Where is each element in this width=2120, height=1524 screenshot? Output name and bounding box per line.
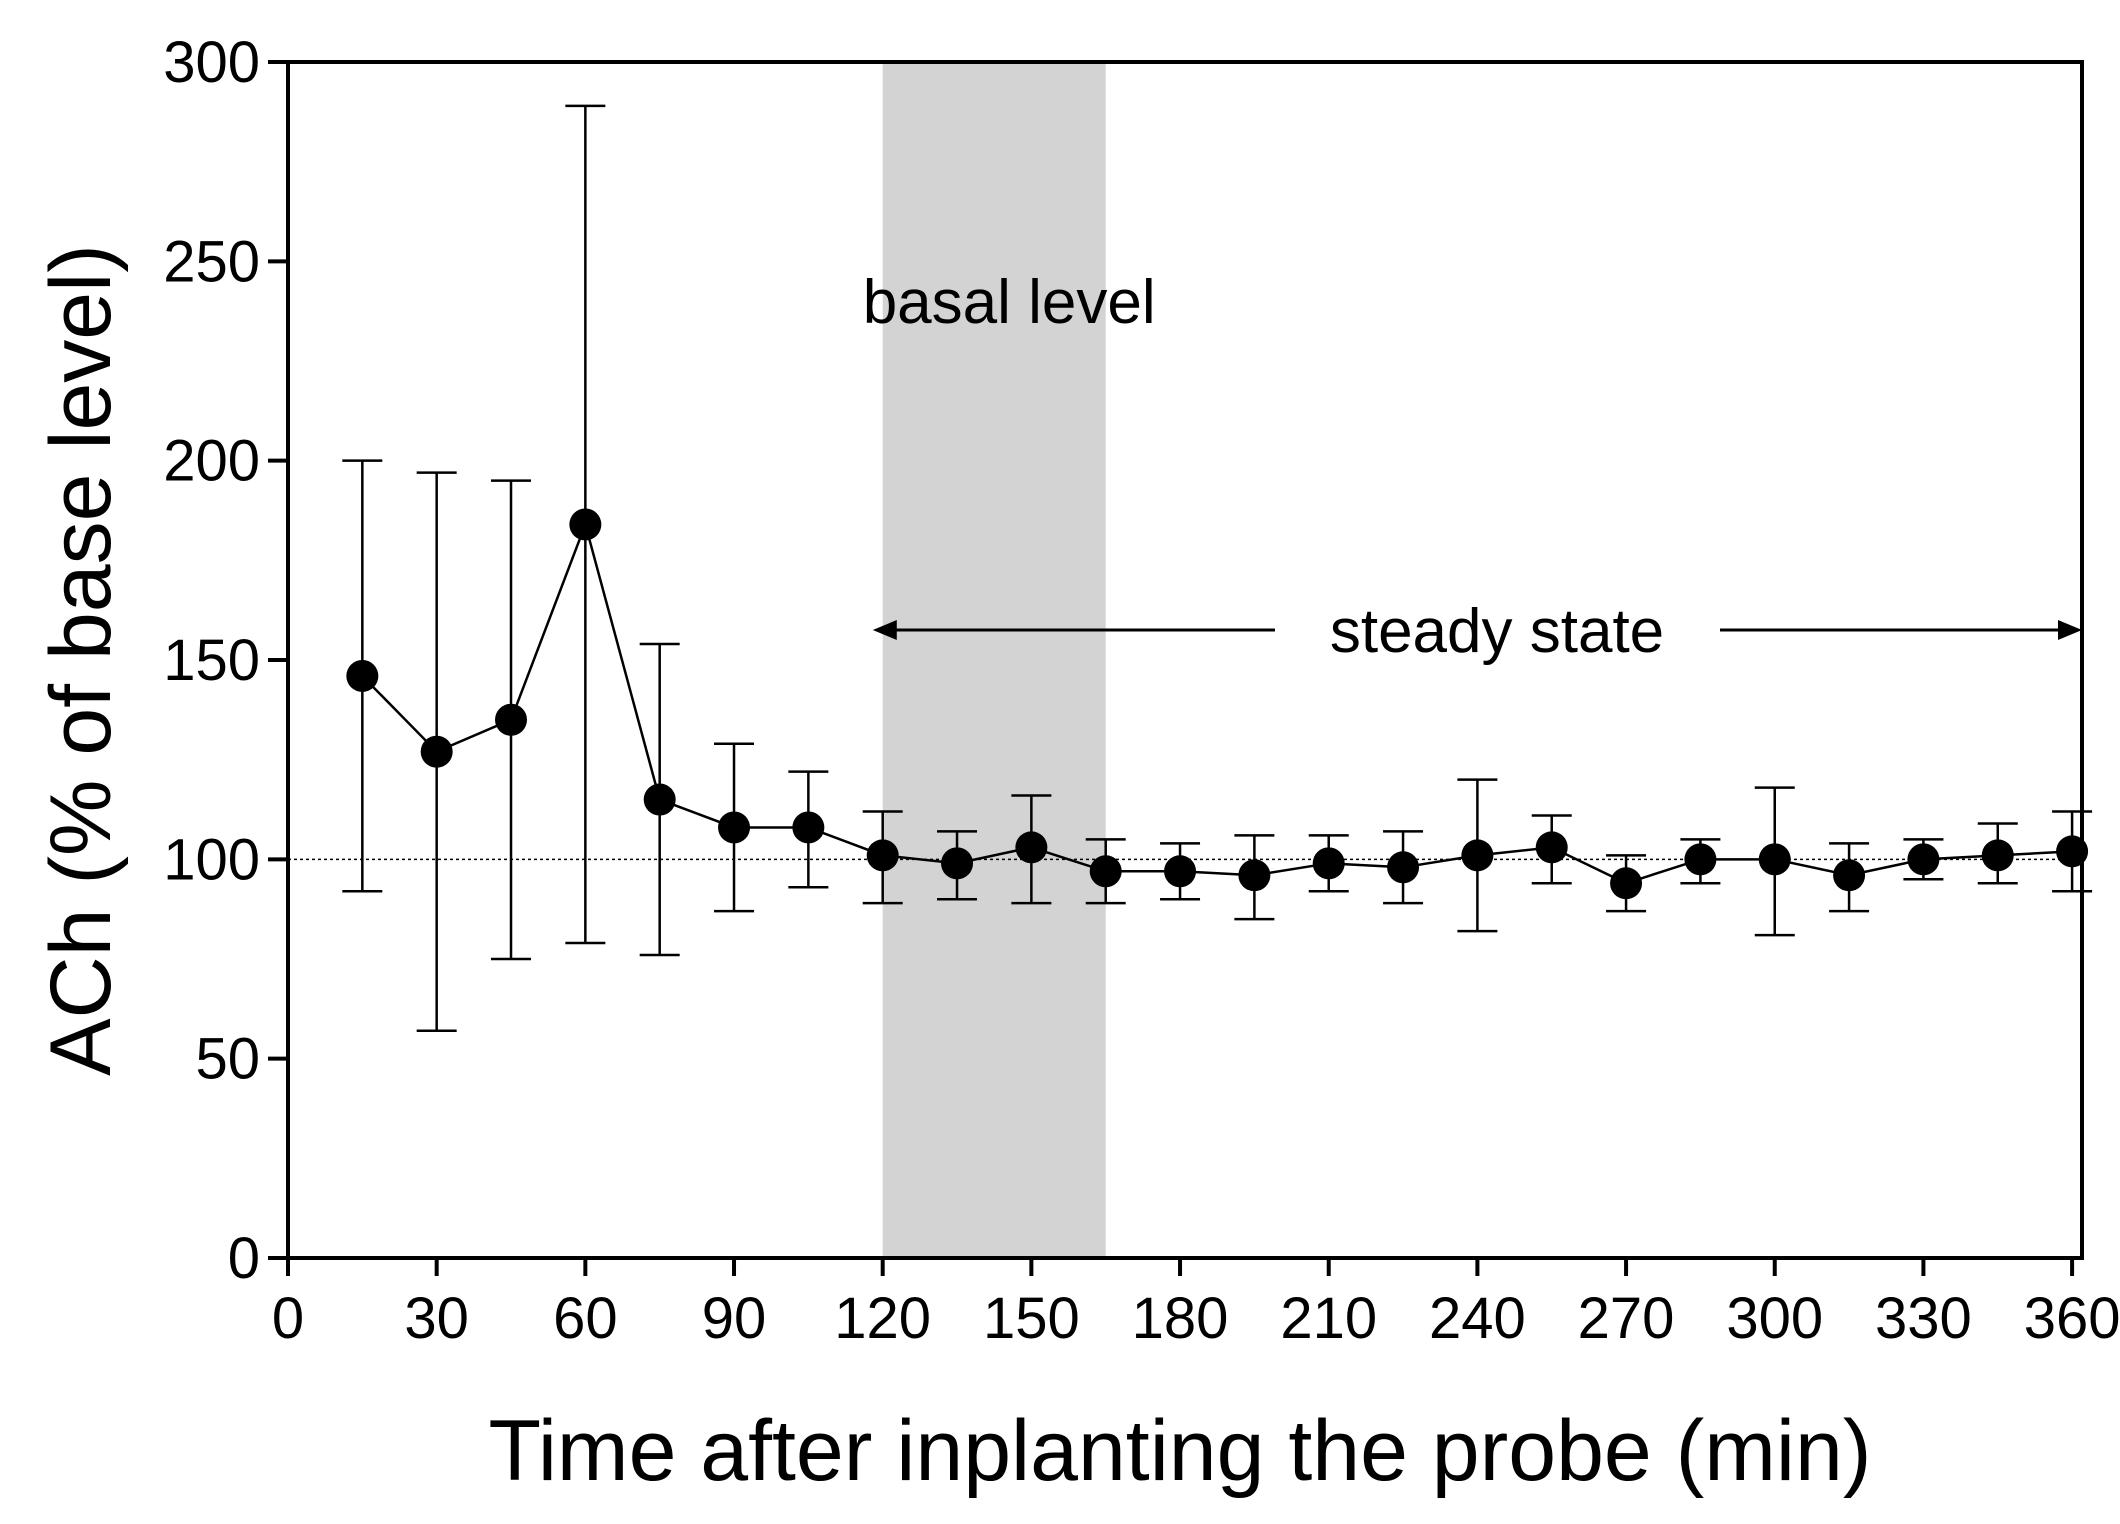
y-tick-label: 100 (163, 827, 260, 892)
data-point (1089, 855, 1122, 888)
y-tick-label: 300 (163, 30, 260, 95)
x-tick-label: 0 (272, 1286, 304, 1351)
data-point (1684, 843, 1717, 876)
x-tick-label: 180 (1132, 1286, 1229, 1351)
data-point (1981, 839, 2014, 872)
data-point (1312, 847, 1345, 880)
x-tick-label: 210 (1280, 1286, 1377, 1351)
x-tick-label: 240 (1429, 1286, 1526, 1351)
x-tick-label: 90 (702, 1286, 767, 1351)
x-tick-label: 300 (1726, 1286, 1823, 1351)
data-point (346, 659, 379, 692)
y-tick-label: 200 (163, 429, 260, 494)
data-point (1164, 855, 1197, 888)
x-tick-label: 60 (553, 1286, 618, 1351)
arrowhead-right-icon (2058, 620, 2082, 640)
y-tick-label: 50 (195, 1027, 260, 1092)
y-tick-label: 250 (163, 229, 260, 294)
data-point (866, 839, 899, 872)
steady-state-label: steady state (1330, 597, 1664, 666)
arrowhead-left-icon (872, 620, 897, 640)
data-point (1758, 843, 1791, 876)
data-point (1907, 843, 1940, 876)
data-point (941, 847, 974, 880)
series-line (361, 520, 2073, 885)
x-tick-label: 360 (2024, 1286, 2120, 1351)
data-point (1015, 831, 1048, 864)
data-point (1387, 851, 1420, 884)
data-point (643, 783, 676, 816)
x-tick-label: 120 (834, 1286, 931, 1351)
basal-level-region (882, 62, 1106, 1258)
data-point (1535, 831, 1568, 864)
x-tick-label: 330 (1875, 1286, 1972, 1351)
data-point (420, 735, 453, 768)
data-point (495, 703, 528, 736)
x-axis-title: Time after inplanting the probe (min) (488, 1403, 1871, 1499)
basal-level-label: basal level (863, 268, 1156, 337)
data-point (1461, 839, 1494, 872)
y-tick-label: 0 (228, 1226, 260, 1291)
y-axis-title: ACh (% of base level) (33, 244, 129, 1076)
data-point (2056, 835, 2089, 868)
data-point (1238, 859, 1271, 892)
plot-frame (286, 60, 2084, 1260)
data-point (569, 508, 602, 541)
x-tick-label: 30 (404, 1286, 469, 1351)
x-tick-label: 270 (1578, 1286, 1675, 1351)
data-point (1610, 867, 1643, 900)
data-point (792, 811, 825, 844)
data-point (718, 811, 751, 844)
data-point (1833, 859, 1866, 892)
x-tick-label: 150 (983, 1286, 1080, 1351)
y-tick-label: 150 (163, 628, 260, 693)
